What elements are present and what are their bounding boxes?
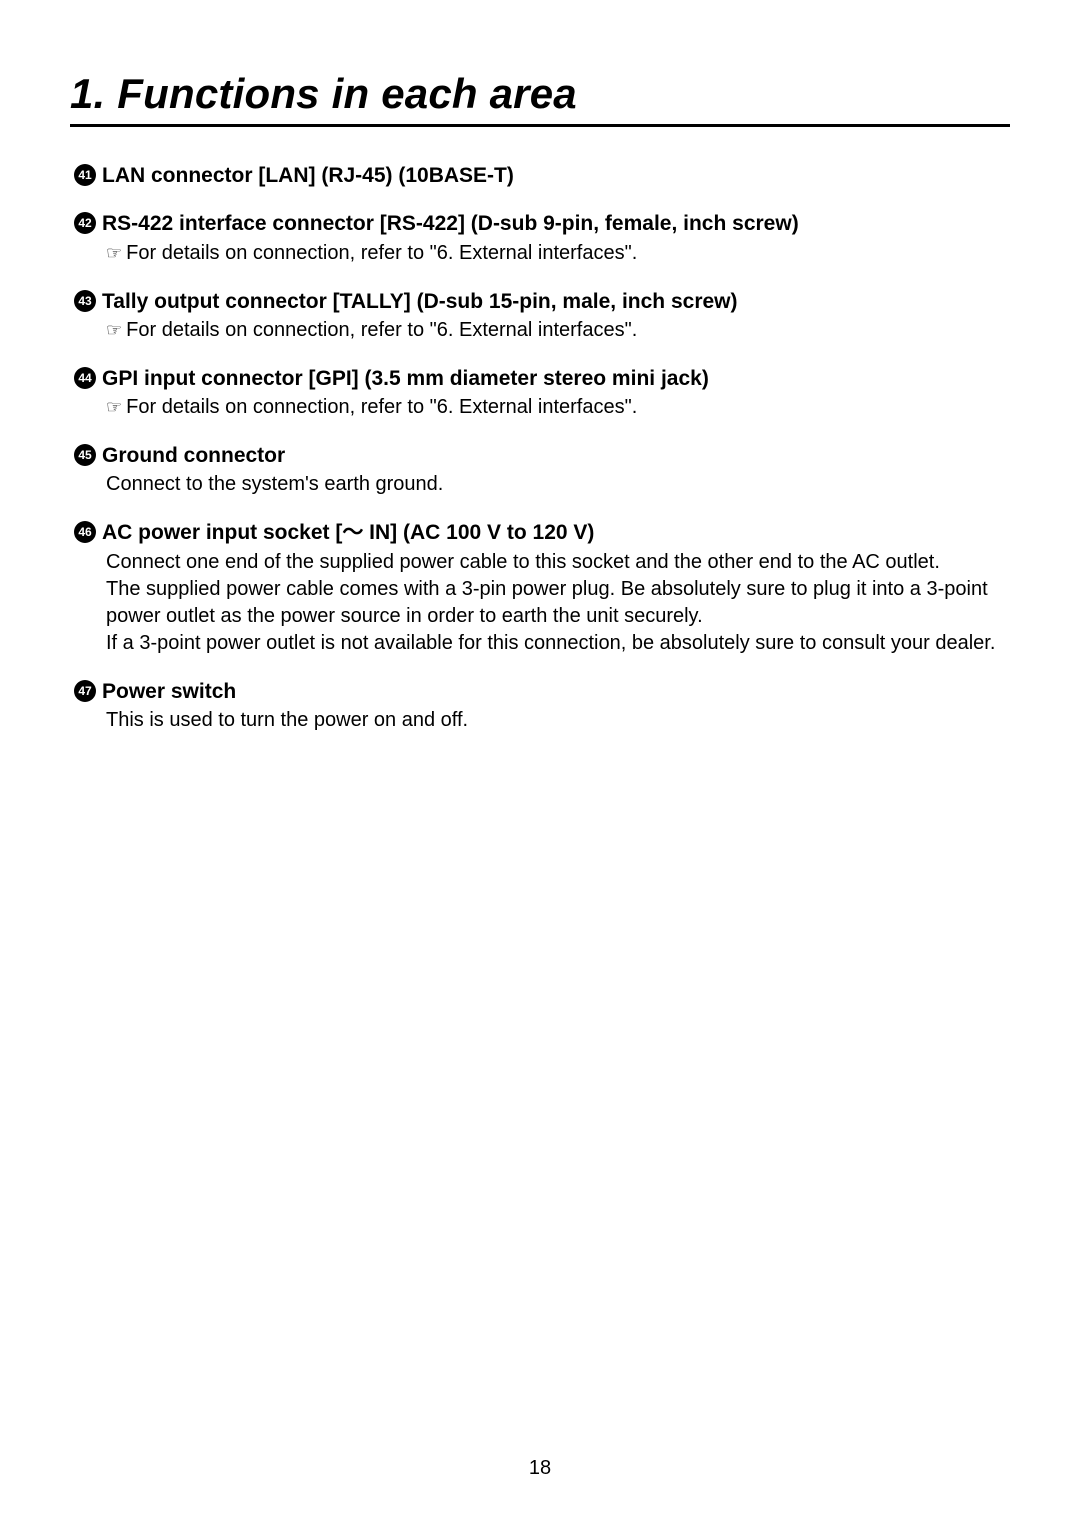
item-heading: Power switch — [102, 679, 236, 705]
item-head: 45 Ground connector — [74, 443, 1010, 469]
body-line: Connect one end of the supplied power ca… — [106, 549, 1010, 576]
item-heading: Ground connector — [102, 443, 285, 469]
numbered-bullet-icon: 47 — [74, 680, 96, 702]
body-text: For details on connection, refer to "6. … — [126, 396, 637, 418]
body-line: ☞For details on connection, refer to "6.… — [106, 394, 1010, 421]
function-item: 44 GPI input connector [GPI] (3.5 mm diam… — [70, 366, 1010, 421]
item-heading: AC power input socket [～ IN] (AC 100 V t… — [102, 520, 594, 546]
body-line: ☞For details on connection, refer to "6.… — [106, 240, 1010, 267]
pointer-icon: ☞ — [106, 318, 122, 342]
item-body: ☞For details on connection, refer to "6.… — [106, 394, 1010, 421]
function-item: 43 Tally output connector [TALLY] (D-sub … — [70, 289, 1010, 344]
body-text: If a 3-point power outlet is not availab… — [106, 632, 995, 654]
item-heading: LAN connector [LAN] (RJ-45) (10BASE-T) — [102, 163, 514, 189]
item-heading: Tally output connector [TALLY] (D-sub 15… — [102, 289, 738, 315]
manual-page: 1. Functions in each area 41 LAN connecto… — [0, 0, 1080, 1524]
item-body: Connect to the system's earth ground. — [106, 471, 1010, 498]
item-head: 46 AC power input socket [～ IN] (AC 100 V… — [74, 520, 1010, 546]
body-line: This is used to turn the power on and of… — [106, 707, 1010, 734]
item-body: ☞For details on connection, refer to "6.… — [106, 240, 1010, 267]
page-number: 18 — [0, 1457, 1080, 1480]
numbered-bullet-icon: 43 — [74, 290, 96, 312]
numbered-bullet-icon: 46 — [74, 521, 96, 543]
function-item: 45 Ground connector Connect to the system'… — [70, 443, 1010, 498]
body-line: If a 3-point power outlet is not availab… — [106, 630, 1010, 657]
body-text: Connect one end of the supplied power ca… — [106, 551, 940, 573]
item-head: 43 Tally output connector [TALLY] (D-sub … — [74, 289, 1010, 315]
body-text: The supplied power cable comes with a 3-… — [106, 578, 988, 627]
item-body: ☞For details on connection, refer to "6.… — [106, 317, 1010, 344]
item-head: 44 GPI input connector [GPI] (3.5 mm diam… — [74, 366, 1010, 392]
pointer-icon: ☞ — [106, 395, 122, 419]
function-item: 47 Power switch This is used to turn the p… — [70, 679, 1010, 734]
page-title: 1. Functions in each area — [70, 70, 1010, 118]
numbered-bullet-icon: 42 — [74, 212, 96, 234]
item-heading: GPI input connector [GPI] (3.5 mm diamet… — [102, 366, 709, 392]
item-head: 42 RS-422 interface connector [RS-422] (D… — [74, 211, 1010, 237]
body-line: Connect to the system's earth ground. — [106, 471, 1010, 498]
pointer-icon: ☞ — [106, 241, 122, 265]
function-item: 42 RS-422 interface connector [RS-422] (D… — [70, 211, 1010, 266]
body-text: For details on connection, refer to "6. … — [126, 242, 637, 264]
item-body: This is used to turn the power on and of… — [106, 707, 1010, 734]
function-item: 46 AC power input socket [～ IN] (AC 100 V… — [70, 520, 1010, 656]
numbered-bullet-icon: 45 — [74, 444, 96, 466]
body-line: The supplied power cable comes with a 3-… — [106, 576, 1010, 630]
item-heading: RS-422 interface connector [RS-422] (D-s… — [102, 211, 799, 237]
body-line: ☞For details on connection, refer to "6.… — [106, 317, 1010, 344]
body-text: This is used to turn the power on and of… — [106, 709, 468, 731]
function-item: 41 LAN connector [LAN] (RJ-45) (10BASE-T) — [70, 163, 1010, 189]
item-body: Connect one end of the supplied power ca… — [106, 549, 1010, 657]
body-text: Connect to the system's earth ground. — [106, 473, 443, 495]
title-underline: 1. Functions in each area — [70, 70, 1010, 127]
item-head: 47 Power switch — [74, 679, 1010, 705]
items-container: 41 LAN connector [LAN] (RJ-45) (10BASE-T)… — [70, 163, 1010, 734]
body-text: For details on connection, refer to "6. … — [126, 319, 637, 341]
numbered-bullet-icon: 44 — [74, 367, 96, 389]
numbered-bullet-icon: 41 — [74, 164, 96, 186]
item-head: 41 LAN connector [LAN] (RJ-45) (10BASE-T) — [74, 163, 1010, 189]
